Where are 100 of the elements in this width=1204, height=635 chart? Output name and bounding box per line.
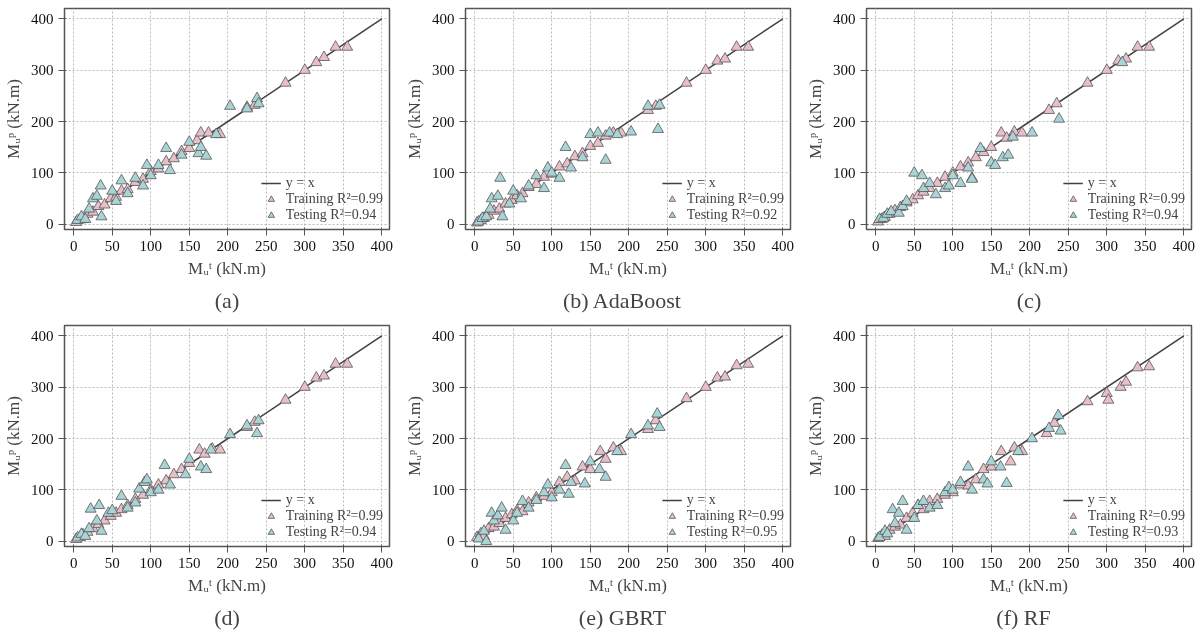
y-tick-label: 400 [833, 10, 856, 27]
y-tick-label: 300 [31, 62, 54, 79]
x-tick-label: 0 [470, 554, 479, 571]
y-tick-label: 200 [432, 430, 455, 447]
x-tick-label: 200 [216, 554, 240, 571]
text: (d) [214, 604, 240, 630]
legend-label: y = x [1087, 492, 1117, 508]
legend-label: Training R²=0.99 [1087, 191, 1185, 207]
y-tick-label: 400 [432, 10, 455, 27]
x-tick-label: 50 [906, 237, 922, 254]
x-tick-label: 350 [1134, 237, 1157, 254]
legend-label: y = x [1087, 175, 1117, 191]
x-axis-title: Mᵤᵗ (kN.m) [589, 575, 667, 595]
y-tick-label: 0 [46, 216, 54, 233]
x-tick-label: 50 [104, 554, 120, 571]
legend-label: Testing R²=0.94 [1087, 207, 1179, 223]
text: (b) AdaBoost [562, 287, 681, 313]
y-tick-label: 400 [833, 327, 856, 344]
legend-label: Testing R²=0.94 [285, 207, 377, 223]
y-axis-title: Mᵤᵖ (kN.m) [4, 396, 23, 476]
y-tick-label: 200 [31, 113, 54, 130]
x-tick-label: 150 [579, 554, 602, 571]
y-axis-title: Mᵤᵖ (kN.m) [806, 396, 825, 476]
y-tick-label: 100 [432, 481, 455, 498]
legend-label: Testing R²=0.92 [686, 207, 778, 223]
x-tick-label: 0 [69, 554, 78, 571]
x-tick-label: 50 [906, 554, 922, 571]
x-tick-label: 100 [139, 554, 163, 571]
text: (f) RF [996, 604, 1051, 630]
x-tick-label: 200 [617, 554, 641, 571]
x-tick-label: 100 [941, 237, 965, 254]
x-tick-label: 400 [370, 554, 394, 571]
y-tick-label: 0 [46, 533, 54, 550]
x-tick-label: 0 [871, 554, 880, 571]
x-tick-label: 150 [980, 237, 1003, 254]
x-tick-label: 150 [579, 237, 602, 254]
y-axis-title: Mᵤᵖ (kN.m) [806, 79, 825, 159]
x-tick-label: 250 [255, 554, 278, 571]
x-tick-label: 100 [941, 554, 965, 571]
x-tick-label: 50 [505, 237, 521, 254]
y-tick-label: 300 [833, 62, 856, 79]
legend-label: Testing R²=0.95 [686, 524, 778, 540]
y-tick-label: 400 [31, 327, 54, 344]
x-tick-label: 200 [1018, 554, 1042, 571]
y-tick-label: 0 [848, 216, 856, 233]
legend-label: Training R²=0.99 [686, 191, 784, 207]
x-tick-label: 400 [1172, 237, 1196, 254]
x-axis-title: Mᵤᵗ (kN.m) [589, 258, 667, 278]
x-tick-label: 300 [694, 554, 718, 571]
x-tick-label: 400 [771, 237, 795, 254]
y-tick-label: 300 [31, 379, 54, 396]
x-tick-label: 400 [1172, 554, 1196, 571]
x-tick-label: 300 [293, 554, 317, 571]
x-tick-label: 350 [733, 554, 756, 571]
x-tick-label: 50 [104, 237, 120, 254]
x-axis-title: Mᵤᵗ (kN.m) [990, 258, 1068, 278]
x-tick-label: 400 [370, 237, 394, 254]
text: (c) [1016, 287, 1042, 313]
x-tick-label: 250 [1057, 554, 1080, 571]
x-tick-label: 200 [1018, 237, 1042, 254]
y-tick-label: 100 [432, 164, 455, 181]
x-tick-label: 300 [1095, 554, 1119, 571]
x-tick-label: 150 [980, 554, 1003, 571]
x-tick-label: 200 [617, 237, 641, 254]
x-tick-label: 300 [293, 237, 317, 254]
y-tick-label: 200 [432, 113, 455, 130]
x-tick-label: 350 [332, 554, 355, 571]
legend-label: Training R²=0.99 [1087, 508, 1185, 524]
y-axis-title: Mᵤᵖ (kN.m) [405, 79, 424, 159]
y-tick-label: 0 [447, 216, 455, 233]
x-tick-label: 100 [540, 554, 564, 571]
x-tick-label: 0 [470, 237, 479, 254]
y-tick-label: 100 [31, 481, 54, 498]
y-tick-label: 300 [833, 379, 856, 396]
x-tick-label: 0 [69, 237, 78, 254]
legend-label: Training R²=0.99 [285, 191, 383, 207]
y-axis-title: Mᵤᵖ (kN.m) [405, 396, 424, 476]
y-tick-label: 200 [833, 430, 856, 447]
text: (a) [214, 287, 240, 313]
y-axis-title: Mᵤᵖ (kN.m) [4, 79, 23, 159]
x-tick-label: 350 [332, 237, 355, 254]
y-tick-label: 100 [833, 481, 856, 498]
x-tick-label: 250 [656, 554, 679, 571]
x-tick-label: 250 [1057, 237, 1080, 254]
x-axis-title: Mᵤᵗ (kN.m) [990, 575, 1068, 595]
x-tick-label: 350 [733, 237, 756, 254]
x-tick-label: 250 [656, 237, 679, 254]
y-tick-label: 0 [447, 533, 455, 550]
y-tick-label: 400 [31, 10, 54, 27]
x-tick-label: 400 [771, 554, 795, 571]
y-tick-label: 100 [833, 164, 856, 181]
x-tick-label: 150 [178, 237, 201, 254]
x-tick-label: 150 [178, 554, 201, 571]
x-tick-label: 350 [1134, 554, 1157, 571]
y-tick-label: 0 [848, 533, 856, 550]
x-tick-label: 0 [871, 237, 880, 254]
x-tick-label: 100 [139, 237, 163, 254]
y-tick-label: 300 [432, 62, 455, 79]
y-tick-label: 400 [432, 327, 455, 344]
x-axis-title: Mᵤᵗ (kN.m) [188, 258, 266, 278]
